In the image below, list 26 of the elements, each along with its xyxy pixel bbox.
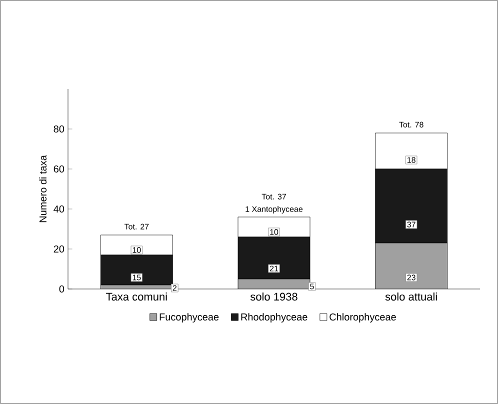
y-tick-label: 0 bbox=[59, 285, 64, 293]
x-tick-label: solo attuali bbox=[385, 292, 437, 301]
data-label: 23 bbox=[407, 274, 416, 280]
legend-label: Chlorophyceae bbox=[330, 313, 396, 323]
data-label: 5 bbox=[310, 284, 314, 290]
legend-label: Fucophyceae bbox=[160, 313, 219, 323]
data-label: 10 bbox=[132, 247, 141, 253]
legend-label: Rhodophyceae bbox=[241, 313, 308, 323]
x-tick-label: solo 1938 bbox=[250, 292, 298, 301]
data-label: 10 bbox=[270, 229, 278, 235]
y-tick-label: 20 bbox=[54, 245, 64, 253]
data-label: 18 bbox=[407, 157, 416, 163]
y-tick-label: 40 bbox=[54, 205, 64, 213]
data-label: 2 bbox=[172, 285, 176, 291]
x-tick-label: Taxa comuni bbox=[106, 292, 167, 301]
data-label: 15 bbox=[132, 274, 141, 280]
y-tick-label: 60 bbox=[54, 165, 64, 173]
data-label: 37 bbox=[407, 222, 416, 228]
data-label: 21 bbox=[270, 266, 278, 272]
total-label: Tot. 37 bbox=[262, 194, 286, 200]
y-tick-label: 80 bbox=[54, 125, 64, 133]
total-label: Tot. 78 bbox=[399, 122, 424, 128]
bar bbox=[375, 242, 448, 289]
annotation: 1 Xantophyceae bbox=[246, 206, 303, 214]
total-label: Tot. 27 bbox=[124, 224, 149, 230]
y-axis-title: Numero di taxa bbox=[39, 155, 47, 222]
